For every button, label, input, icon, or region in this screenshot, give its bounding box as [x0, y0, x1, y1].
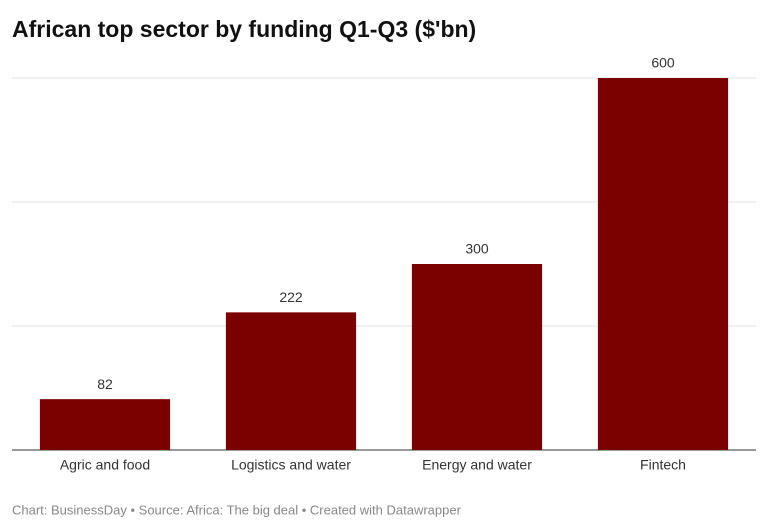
footer: Chart: BusinessDay • Source: Africa: The…: [12, 502, 462, 517]
value-label: 300: [465, 241, 489, 257]
bar: [225, 312, 357, 450]
x-tick-label: Fintech: [640, 457, 686, 473]
value-label: 82: [97, 376, 113, 392]
x-tick-label: Logistics and water: [231, 457, 351, 473]
chart-title: African top sector by funding Q1-Q3 ($'b…: [12, 16, 476, 42]
bar: [411, 264, 543, 450]
bar: [39, 399, 171, 450]
value-label: 600: [651, 55, 675, 71]
bar: [597, 78, 729, 450]
x-tick-label: Energy and water: [422, 457, 532, 473]
value-label: 222: [279, 289, 303, 305]
x-tick-label: Agric and food: [60, 457, 150, 473]
